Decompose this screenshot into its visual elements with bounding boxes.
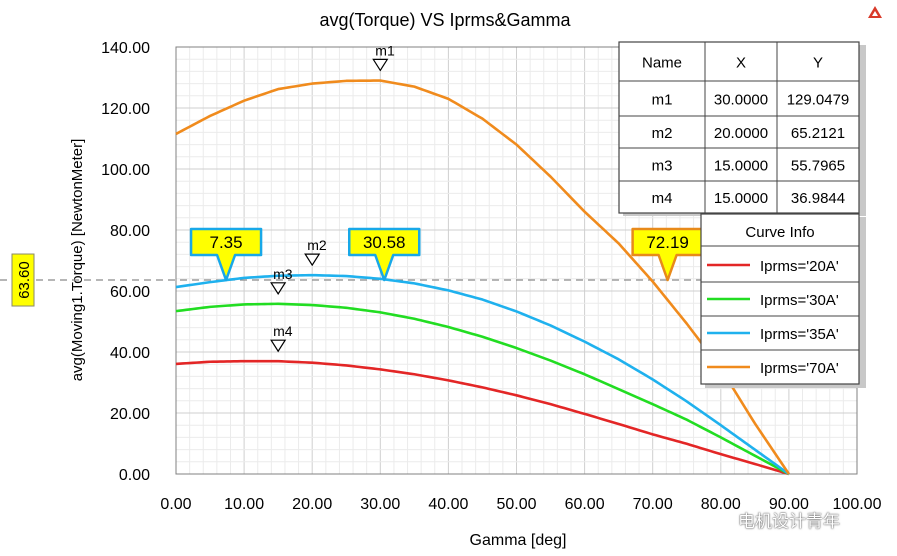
marker-label: m1 bbox=[375, 42, 395, 58]
table-header-cell: Name bbox=[642, 55, 682, 72]
crossing-callout-box bbox=[347, 227, 421, 282]
crossing-callout: 30.58 bbox=[347, 227, 421, 282]
legend-item-label: Iprms='30A' bbox=[760, 292, 839, 309]
series-line-3 bbox=[175, 273, 790, 476]
table-cell: 36.9844 bbox=[791, 190, 845, 207]
table-cell: m4 bbox=[652, 190, 673, 207]
table-header-cell: X bbox=[736, 55, 746, 72]
marker-triangle-icon bbox=[372, 58, 389, 72]
wechat-icon bbox=[706, 509, 732, 528]
table-cell: m3 bbox=[652, 158, 673, 175]
marker-label: m4 bbox=[273, 323, 293, 339]
data-markers: m1 m2 m3 m4 bbox=[270, 42, 395, 353]
x-tick-label: 40.00 bbox=[428, 496, 468, 513]
marker-table: Name X Ym1 30.0000 129.0479 m2 20.0000 65.2121 m… bbox=[618, 41, 866, 216]
crossing-callout: 7.35 bbox=[189, 227, 263, 282]
y-axis: 0.00 20.00 40.00 60.00 80.00 100.00 120.00 140.… bbox=[101, 40, 150, 484]
x-tick-label: 10.00 bbox=[224, 496, 264, 513]
legend-title: Curve Info bbox=[745, 224, 814, 241]
y-tick-label: 40.00 bbox=[110, 345, 150, 362]
y-axis-label: avg(Moving1.Torque) [NewtonMeter] bbox=[69, 139, 86, 382]
legend-item-label: Iprms='70A' bbox=[760, 360, 839, 377]
x-tick-label: 0.00 bbox=[160, 496, 191, 513]
y-tick-label: 100.00 bbox=[101, 162, 150, 179]
chart-title: avg(Torque) VS Iprms&Gamma bbox=[319, 10, 571, 30]
table-cell: 15.0000 bbox=[714, 158, 768, 175]
marker-label: m3 bbox=[273, 266, 293, 282]
marker-triangle-icon bbox=[304, 253, 321, 267]
x-tick-label: 70.00 bbox=[633, 496, 673, 513]
crossing-callout-value: 7.35 bbox=[210, 233, 243, 252]
table-cell: 129.0479 bbox=[787, 92, 850, 109]
x-tick-label: 30.00 bbox=[360, 496, 400, 513]
table-cell: m1 bbox=[652, 92, 673, 109]
table-cell: 20.0000 bbox=[714, 125, 768, 142]
corner-logo-icon bbox=[868, 6, 882, 18]
x-tick-label: 20.00 bbox=[292, 496, 332, 513]
watermark-text: 电机设计青年 bbox=[738, 511, 840, 532]
legend-item-label: Iprms='20A' bbox=[760, 258, 839, 275]
crossing-callouts: 7.35 30.58 72.19 bbox=[189, 227, 704, 282]
x-axis: 0.00 10.00 20.00 30.00 40.00 50.00 60.00 70.00 8… bbox=[160, 496, 881, 513]
legend: Curve Info Iprms='20A' Iprms='30A' Iprms='3… bbox=[700, 213, 866, 388]
y-tick-label: 60.00 bbox=[110, 284, 150, 301]
series-line-2 bbox=[175, 302, 790, 476]
x-axis-label: Gamma [deg] bbox=[470, 532, 567, 549]
x-tick-label: 80.00 bbox=[701, 496, 741, 513]
table-cell: 65.2121 bbox=[791, 125, 845, 142]
y-tick-label: 20.00 bbox=[110, 406, 150, 423]
y-tick-label: 80.00 bbox=[110, 223, 150, 240]
y-tick-label: 140.00 bbox=[101, 40, 150, 57]
legend-item-label: Iprms='35A' bbox=[760, 326, 839, 343]
crossing-callout-value: 30.58 bbox=[363, 233, 406, 252]
table-cell: 30.0000 bbox=[714, 92, 768, 109]
marker-label: m2 bbox=[307, 237, 327, 253]
y-tick-label: 120.00 bbox=[101, 101, 150, 118]
crossing-callout-box bbox=[189, 227, 263, 282]
table-cell: 55.7965 bbox=[791, 158, 845, 175]
series-line-4 bbox=[175, 79, 790, 475]
table-cell: 15.0000 bbox=[714, 190, 768, 207]
watermark: 电机设计青年 bbox=[706, 504, 891, 534]
table-header-cell: Y bbox=[813, 55, 823, 72]
table-cell: m2 bbox=[652, 125, 673, 142]
series-lines bbox=[175, 79, 790, 476]
marker-triangle-icon bbox=[270, 282, 287, 295]
marker-triangle-icon bbox=[270, 339, 287, 353]
y-tick-label: 0.00 bbox=[119, 467, 150, 484]
x-tick-label: 50.00 bbox=[496, 496, 536, 513]
x-tick-label: 100.00 bbox=[833, 496, 882, 513]
reference-line-value: 63.60 bbox=[11, 253, 35, 307]
x-tick-label: 90.00 bbox=[769, 496, 809, 513]
x-tick-label: 60.00 bbox=[565, 496, 605, 513]
series-line-1 bbox=[175, 359, 790, 476]
reference-line-value-text: 63.60 bbox=[16, 261, 33, 299]
crossing-callout-value: 72.19 bbox=[646, 233, 689, 252]
